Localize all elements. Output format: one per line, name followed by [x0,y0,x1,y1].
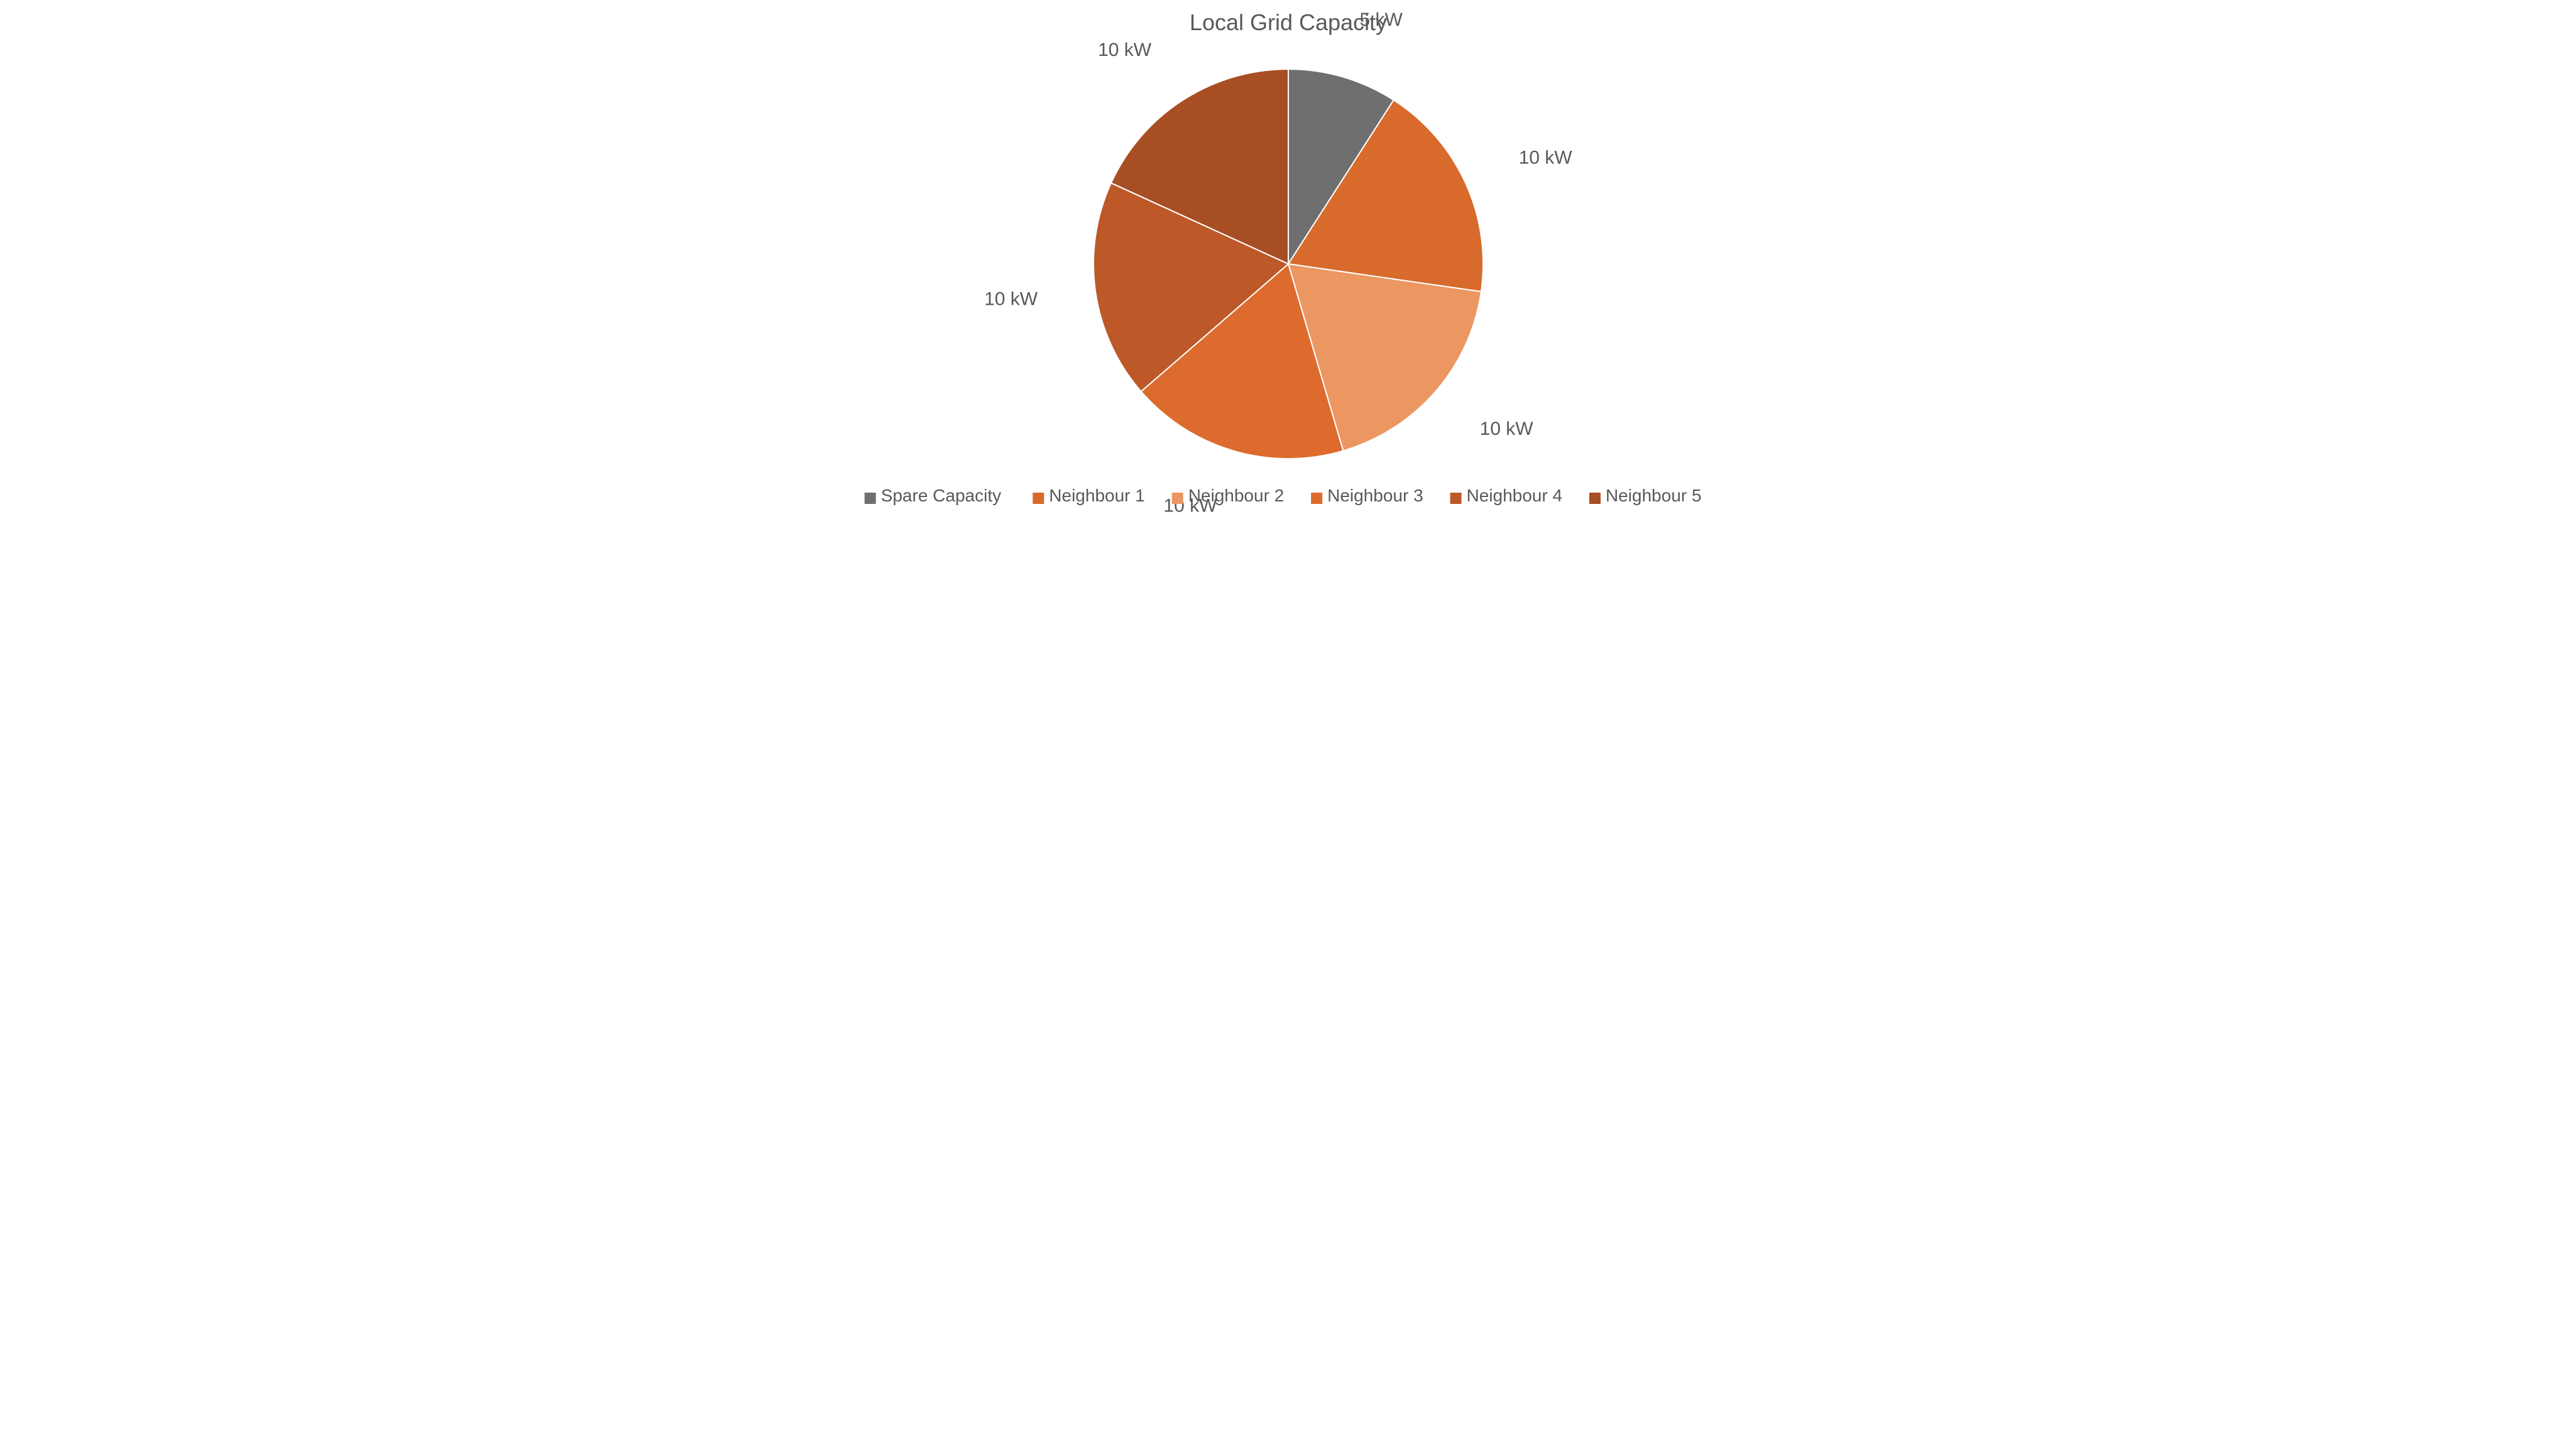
legend-label: Neighbour 1 [1049,486,1145,505]
slice-label: 10 kW [1479,418,1533,439]
legend-label: Neighbour 3 [1327,486,1423,505]
slice-label: 10 kW [1518,148,1572,168]
slice-label: 10 kW [1098,40,1152,60]
legend-label: Neighbour 2 [1188,486,1284,505]
legend-swatch [864,493,875,504]
chart-title: Local Grid Capacity [1189,9,1386,35]
legend-label: Spare Capacity [880,486,1000,505]
pie-chart: Local Grid Capacity5 kW 10 kW 10 kW 10 kW 10… [830,0,1747,515]
legend-swatch [1033,493,1044,504]
slice-label: 5 kW [1359,9,1403,30]
legend-swatch [1171,493,1183,504]
slice-label: 10 kW [984,288,1038,309]
legend-label: Neighbour 4 [1466,486,1562,505]
legend-label: Neighbour 5 [1605,486,1701,505]
legend-swatch [1311,493,1322,504]
chart-container: Local Grid Capacity5 kW 10 kW 10 kW 10 kW 10… [830,0,1747,515]
legend-swatch [1450,493,1461,504]
legend-swatch [1589,493,1600,504]
